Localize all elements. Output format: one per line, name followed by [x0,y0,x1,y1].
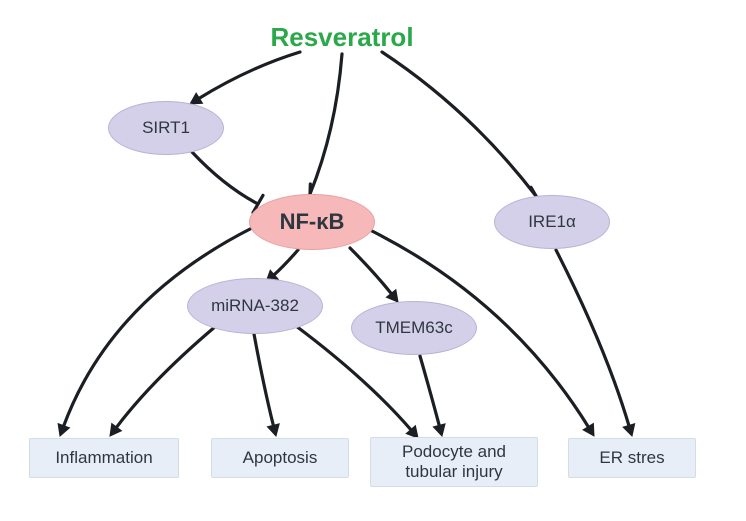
node-apoptosis: Apoptosis [211,438,349,478]
node-inflam: Inflammation [29,438,179,478]
diagram-title: Resveratrol [270,22,413,53]
diagram-canvas: Resveratrol SIRT1 NF-κB IRE1α miRNA-382 TMEM… [0,0,746,521]
node-podocyte: Podocyte and tubular injury [370,437,538,487]
node-ire1a: IRE1α [494,195,610,249]
node-sirt1: SIRT1 [108,101,224,155]
node-tmem63c: TMEM63c [351,301,477,355]
node-erstress: ER stres [568,438,696,478]
node-mirna382: miRNA-382 [187,278,323,334]
node-nfkb: NF-κB [249,194,375,250]
